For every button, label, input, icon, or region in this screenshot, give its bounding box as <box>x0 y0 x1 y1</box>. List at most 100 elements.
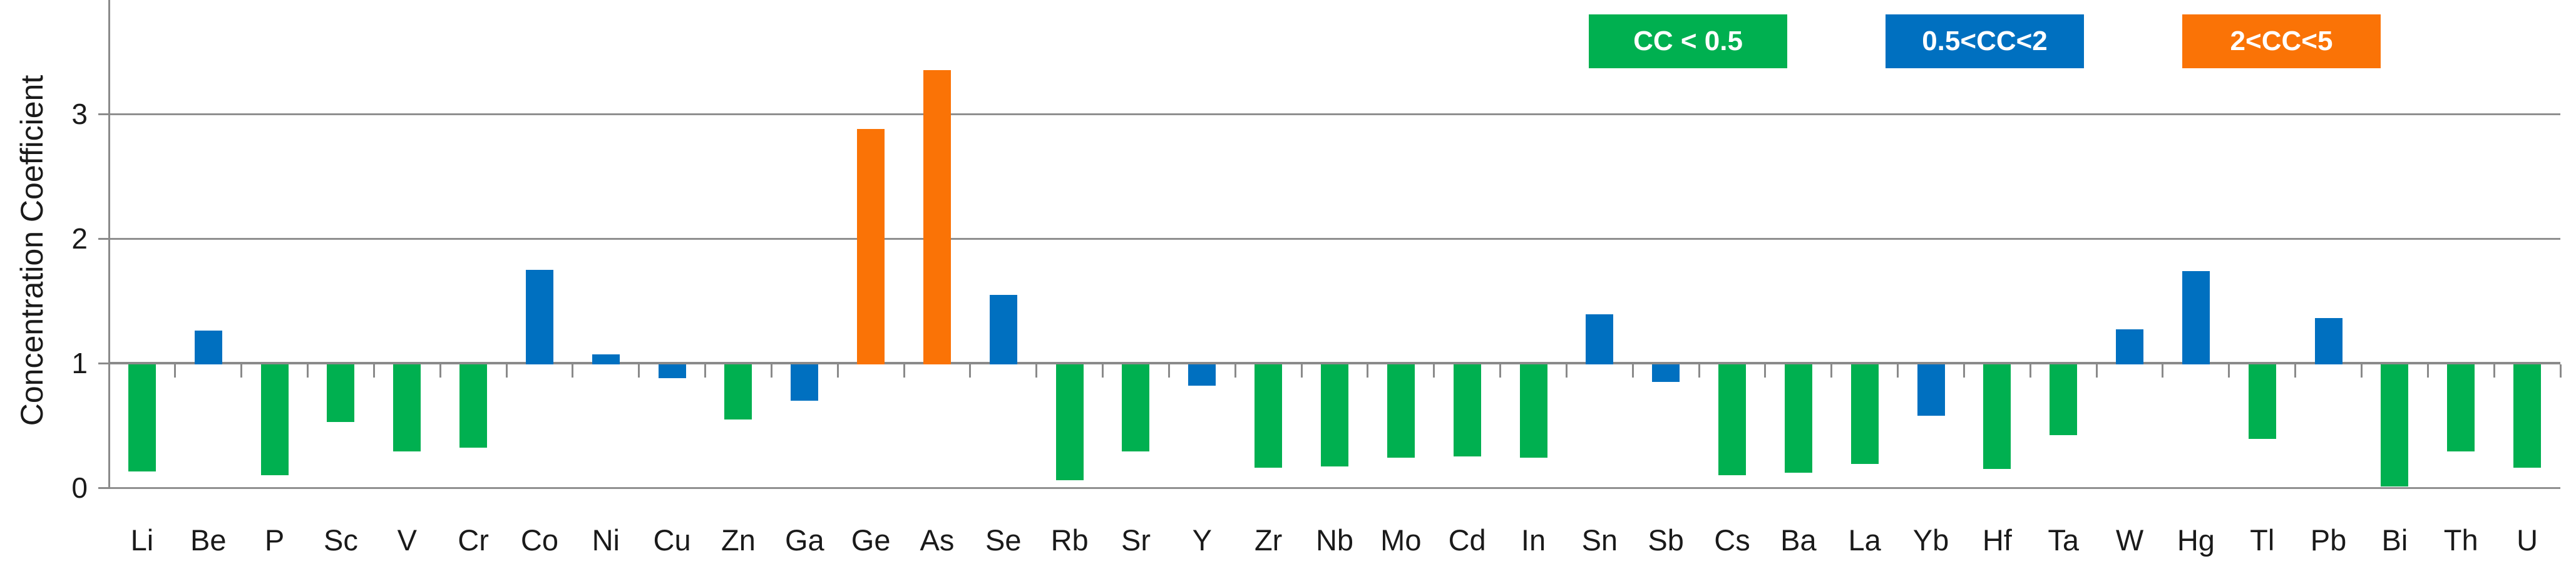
category-axis-tick <box>1830 364 1833 378</box>
category-axis-tick <box>439 364 441 378</box>
gridline-0 <box>109 487 2560 489</box>
bar-Sb <box>1652 364 1680 382</box>
x-label-Co: Co <box>520 523 558 557</box>
category-axis-tick <box>2559 364 2562 378</box>
x-label-W: W <box>2115 523 2144 557</box>
x-label-Zr: Zr <box>1254 523 1283 557</box>
category-axis-tick <box>2426 364 2429 378</box>
x-label-Hg: Hg <box>2177 523 2215 557</box>
bar-Pb <box>2314 318 2343 364</box>
x-label-Pb: Pb <box>2310 523 2347 557</box>
category-axis-tick <box>372 364 375 378</box>
bar-Bi <box>2381 364 2409 486</box>
bar-V <box>393 364 421 452</box>
y-axis-tick-2 <box>98 238 109 240</box>
bar-Zn <box>724 364 752 419</box>
bar-Tl <box>2248 364 2276 440</box>
bar-Cu <box>658 364 686 378</box>
x-label-Cu: Cu <box>653 523 691 557</box>
category-axis-tick <box>836 364 839 378</box>
category-axis-tick <box>1300 364 1303 378</box>
bar-Nb <box>1321 364 1348 467</box>
bar-Rb <box>1055 364 1084 481</box>
bar-Cs <box>1718 364 1747 476</box>
category-axis-tick <box>1102 364 1104 378</box>
bar-Co <box>525 269 553 364</box>
category-axis-tick <box>2029 364 2031 378</box>
x-label-Ge: Ge <box>851 523 891 557</box>
x-label-P: P <box>264 523 285 557</box>
legend-label: CC < 0.5 <box>1633 26 1743 56</box>
category-axis-tick <box>704 364 707 378</box>
y-axis-tick-1 <box>98 363 109 364</box>
gridline-2 <box>109 238 2560 240</box>
category-axis-tick <box>2493 364 2495 378</box>
category-axis-tick <box>770 364 772 378</box>
x-label-V: V <box>397 523 417 557</box>
y-axis-line <box>108 0 110 489</box>
category-axis-tick <box>1631 364 1634 378</box>
bar-As <box>923 70 951 364</box>
x-label-As: As <box>920 523 955 557</box>
bar-Ge <box>857 128 885 364</box>
category-axis-tick <box>1698 364 1700 378</box>
bar-Sc <box>327 364 355 422</box>
x-label-Bi: Bi <box>2381 523 2408 557</box>
y-tick-label-1: 1 <box>71 347 88 379</box>
category-axis-tick <box>1234 364 1236 378</box>
bar-W <box>2116 329 2144 364</box>
category-axis-tick <box>2294 364 2297 378</box>
bar-Yb <box>1917 364 1945 416</box>
x-label-Zn: Zn <box>721 523 756 557</box>
x-label-Li: Li <box>130 523 154 557</box>
y-axis-tick-3 <box>98 113 109 115</box>
category-axis-tick <box>1433 364 1435 378</box>
x-label-La: La <box>1848 523 1881 557</box>
x-label-Tl: Tl <box>2250 523 2275 557</box>
category-axis-tick <box>638 364 640 378</box>
bar-Mo <box>1387 364 1415 458</box>
x-label-Sr: Sr <box>1121 523 1151 557</box>
category-axis-tick <box>1963 364 1965 378</box>
category-axis-tick <box>1565 364 1568 378</box>
x-label-Nb: Nb <box>1315 523 1354 557</box>
x-label-Cd: Cd <box>1448 523 1486 557</box>
bar-In <box>1519 364 1547 458</box>
x-label-Ni: Ni <box>592 523 620 557</box>
bar-Hg <box>2182 270 2210 364</box>
bar-Sn <box>1586 314 1614 364</box>
bar-Ba <box>1784 364 1812 473</box>
category-axis-tick <box>307 364 309 378</box>
category-axis-tick <box>1367 364 1369 378</box>
category-axis-tick <box>174 364 177 378</box>
legend-chip-blue: 0.5<CC<2 <box>1886 14 2084 68</box>
category-axis-tick <box>903 364 905 378</box>
bar-La <box>1850 364 1879 465</box>
bar-Hf <box>1983 364 2011 470</box>
bar-Ta <box>2050 364 2078 436</box>
x-label-Sc: Sc <box>323 523 358 557</box>
x-label-Sn: Sn <box>1581 523 1618 557</box>
x-label-Cs: Cs <box>1714 523 1750 557</box>
x-label-Rb: Rb <box>1050 523 1089 557</box>
x-label-Yb: Yb <box>1912 523 1949 557</box>
legend-chip-green: CC < 0.5 <box>1589 14 1787 68</box>
legend-label: 0.5<CC<2 <box>1922 26 2048 56</box>
category-axis-tick <box>2095 364 2098 378</box>
category-axis-tick <box>1499 364 1502 378</box>
category-axis-tick <box>1764 364 1767 378</box>
bar-Th <box>2447 364 2475 452</box>
category-axis-tick <box>969 364 972 378</box>
x-label-Th: Th <box>2443 523 2478 557</box>
x-label-Se: Se <box>985 523 1022 557</box>
bar-Y <box>1188 364 1216 386</box>
bar-Sr <box>1122 364 1150 452</box>
bar-Se <box>989 294 1017 364</box>
x-label-Hf: Hf <box>1982 523 2012 557</box>
category-axis-tick <box>1035 364 1038 378</box>
category-axis-tick <box>2162 364 2164 378</box>
x-label-Mo: Mo <box>1380 523 1422 557</box>
x-label-Ta: Ta <box>2048 523 2080 557</box>
category-axis-line <box>109 362 2560 364</box>
